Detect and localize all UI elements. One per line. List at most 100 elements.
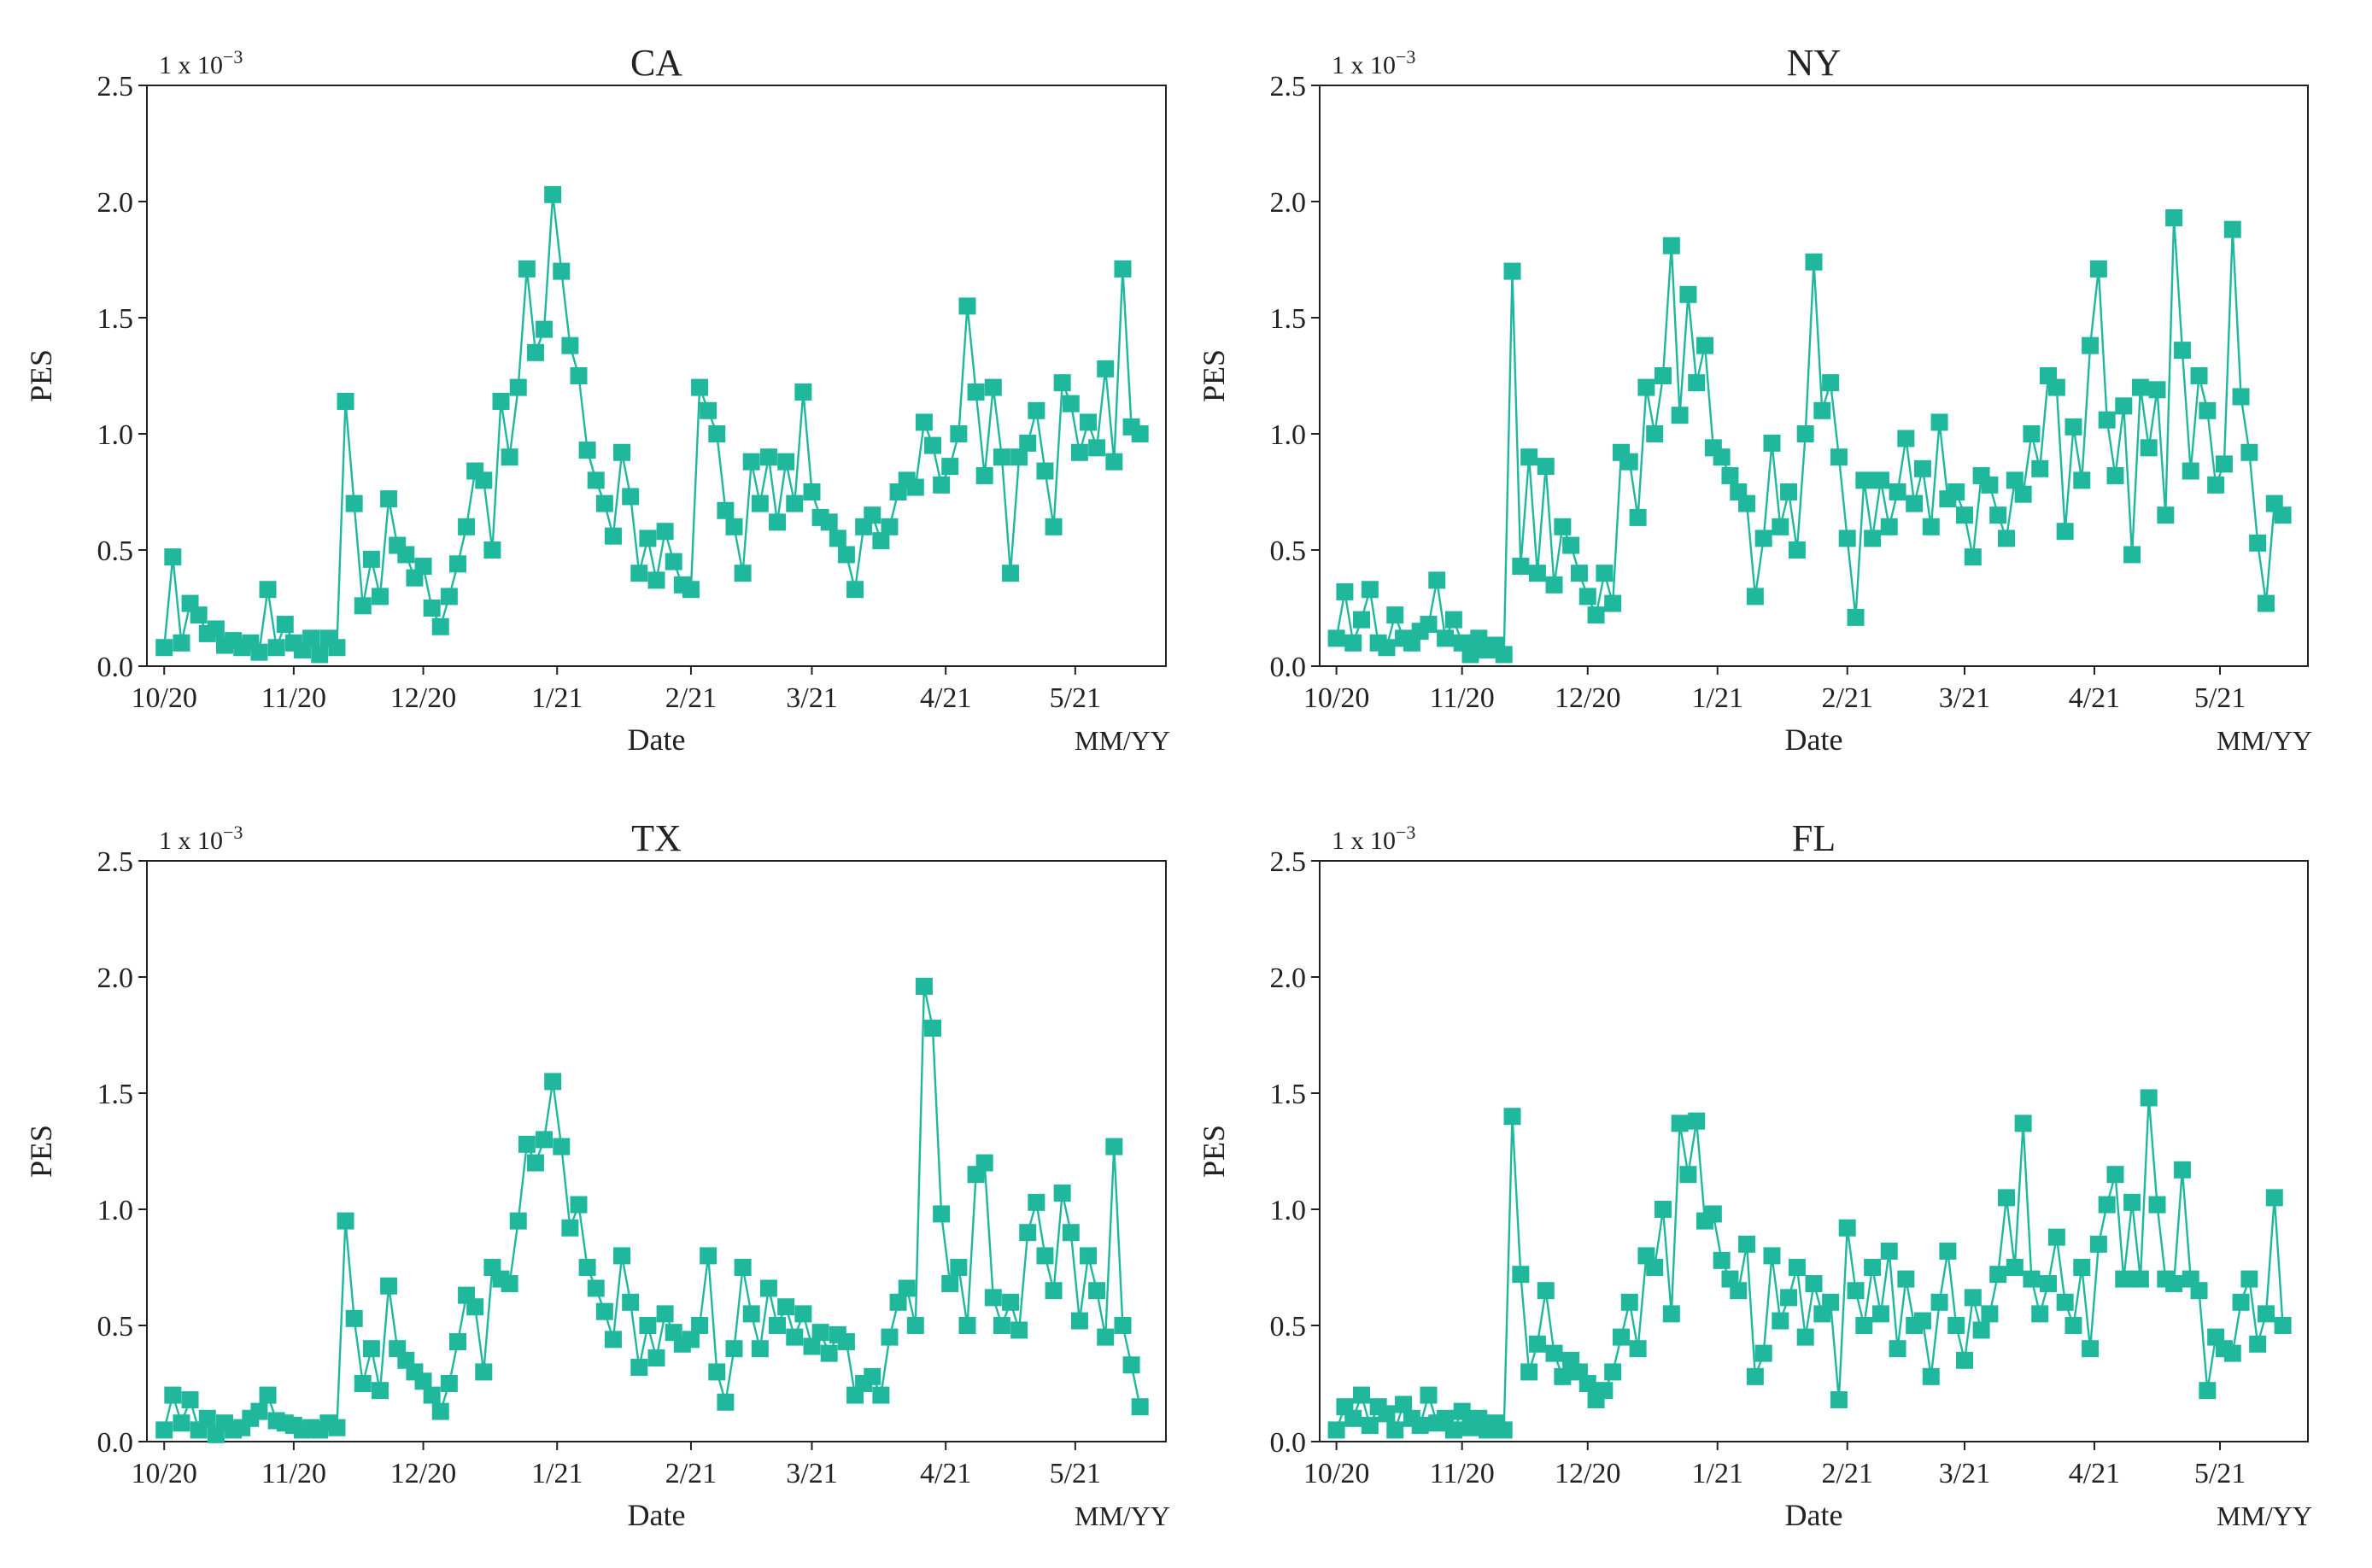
data-point xyxy=(656,523,674,541)
data-point xyxy=(717,501,735,519)
data-point xyxy=(1344,634,1362,652)
data-point xyxy=(2065,1317,2082,1334)
data-point xyxy=(1080,413,1098,431)
data-point xyxy=(1361,1416,1379,1434)
data-point xyxy=(337,392,354,410)
x-axis-label: Date xyxy=(1785,1498,1843,1532)
data-point xyxy=(604,527,622,545)
data-point xyxy=(2014,1115,2032,1132)
data-point xyxy=(1062,1224,1080,1242)
data-point xyxy=(1620,453,1638,471)
data-point xyxy=(993,448,1010,466)
data-point xyxy=(1578,1375,1596,1392)
data-point xyxy=(2131,378,2149,396)
data-point xyxy=(1411,1416,1429,1434)
data-point xyxy=(1587,606,1605,624)
data-point xyxy=(1420,1386,1438,1404)
data-point xyxy=(759,448,777,466)
data-point xyxy=(725,1340,743,1358)
data-point xyxy=(777,453,795,471)
data-point xyxy=(526,1154,544,1172)
y-axis-label: PES xyxy=(1197,1125,1231,1178)
data-point xyxy=(1871,471,1889,489)
data-point xyxy=(1947,1317,1965,1334)
data-point xyxy=(1578,588,1596,606)
x-tick-label: 2/21 xyxy=(1821,682,1872,714)
data-point xyxy=(993,1317,1010,1334)
data-point xyxy=(2240,1270,2258,1288)
data-point xyxy=(1738,1235,1756,1253)
data-point xyxy=(1386,606,1404,624)
x-tick-label: 5/21 xyxy=(1050,1458,1101,1489)
scale-factor-label: 1 x 10−3 xyxy=(1332,46,1415,79)
data-point xyxy=(924,1019,942,1037)
data-point xyxy=(933,476,951,494)
data-point xyxy=(2215,455,2233,473)
data-point xyxy=(1830,1391,1848,1409)
data-point xyxy=(2082,336,2100,354)
data-point xyxy=(1772,1312,1789,1330)
data-point xyxy=(708,1363,726,1381)
data-point xyxy=(1010,448,1028,466)
data-point xyxy=(423,600,441,617)
data-point xyxy=(267,639,285,657)
data-point xyxy=(2190,1282,2208,1300)
data-point xyxy=(501,1275,518,1293)
data-point xyxy=(2056,1293,2074,1311)
x-tick-label: 12/20 xyxy=(1555,1458,1620,1489)
data-point xyxy=(2106,1166,2124,1184)
data-point xyxy=(328,1419,346,1436)
data-point xyxy=(2165,209,2183,227)
data-point xyxy=(1420,616,1438,634)
data-point xyxy=(647,1349,665,1367)
data-point xyxy=(1604,1363,1622,1381)
data-point xyxy=(1989,506,2007,524)
data-point xyxy=(371,588,389,606)
data-point xyxy=(1596,1382,1614,1400)
data-point xyxy=(2040,1275,2058,1293)
data-point xyxy=(2031,1305,2049,1323)
data-point xyxy=(846,581,864,599)
data-point xyxy=(1679,285,1697,303)
x-tick-label: 2/21 xyxy=(665,682,717,714)
chart-panel-fl: FL 1 x 10−3 0.0 0.5 1.0 1.5 2.0 2.5 10/20 11/20 12… xyxy=(1197,817,2312,1532)
data-point xyxy=(1537,1282,1555,1300)
data-point xyxy=(1847,608,1865,626)
data-point xyxy=(941,1275,959,1293)
data-point xyxy=(1554,1367,1572,1385)
data-point xyxy=(1503,262,1521,280)
data-point xyxy=(837,546,855,564)
x-tick-label: 5/21 xyxy=(2194,1458,2246,1489)
x-unit-label: MM/YY xyxy=(2217,725,2312,756)
x-tick-label: 4/21 xyxy=(920,682,971,714)
data-point xyxy=(448,555,466,573)
data-point xyxy=(414,558,432,576)
data-point xyxy=(1646,1259,1664,1276)
series-line xyxy=(1335,1097,2284,1431)
data-point xyxy=(544,1073,562,1091)
data-point xyxy=(872,532,890,550)
data-point xyxy=(561,336,579,354)
data-point xyxy=(362,1340,380,1358)
data-point xyxy=(1131,1398,1149,1416)
data-point xyxy=(1981,476,1999,494)
data-point xyxy=(536,320,553,338)
data-point xyxy=(1019,1224,1037,1242)
data-point xyxy=(1889,483,1906,500)
data-point xyxy=(1989,1266,2007,1284)
data-point xyxy=(337,1212,354,1230)
data-point xyxy=(2223,220,2241,238)
data-point xyxy=(2173,1161,2191,1179)
data-point xyxy=(250,643,268,661)
data-point xyxy=(1788,1259,1806,1276)
data-point xyxy=(2274,1317,2292,1334)
data-point xyxy=(1796,1328,1814,1346)
data-point xyxy=(1796,425,1814,442)
data-point xyxy=(1713,448,1731,466)
data-point xyxy=(2140,439,2158,457)
data-point xyxy=(742,453,760,471)
data-point xyxy=(1070,1312,1088,1330)
data-point xyxy=(1930,413,1948,431)
y-tick-label: 0.5 xyxy=(97,535,134,567)
data-point xyxy=(889,1293,907,1311)
